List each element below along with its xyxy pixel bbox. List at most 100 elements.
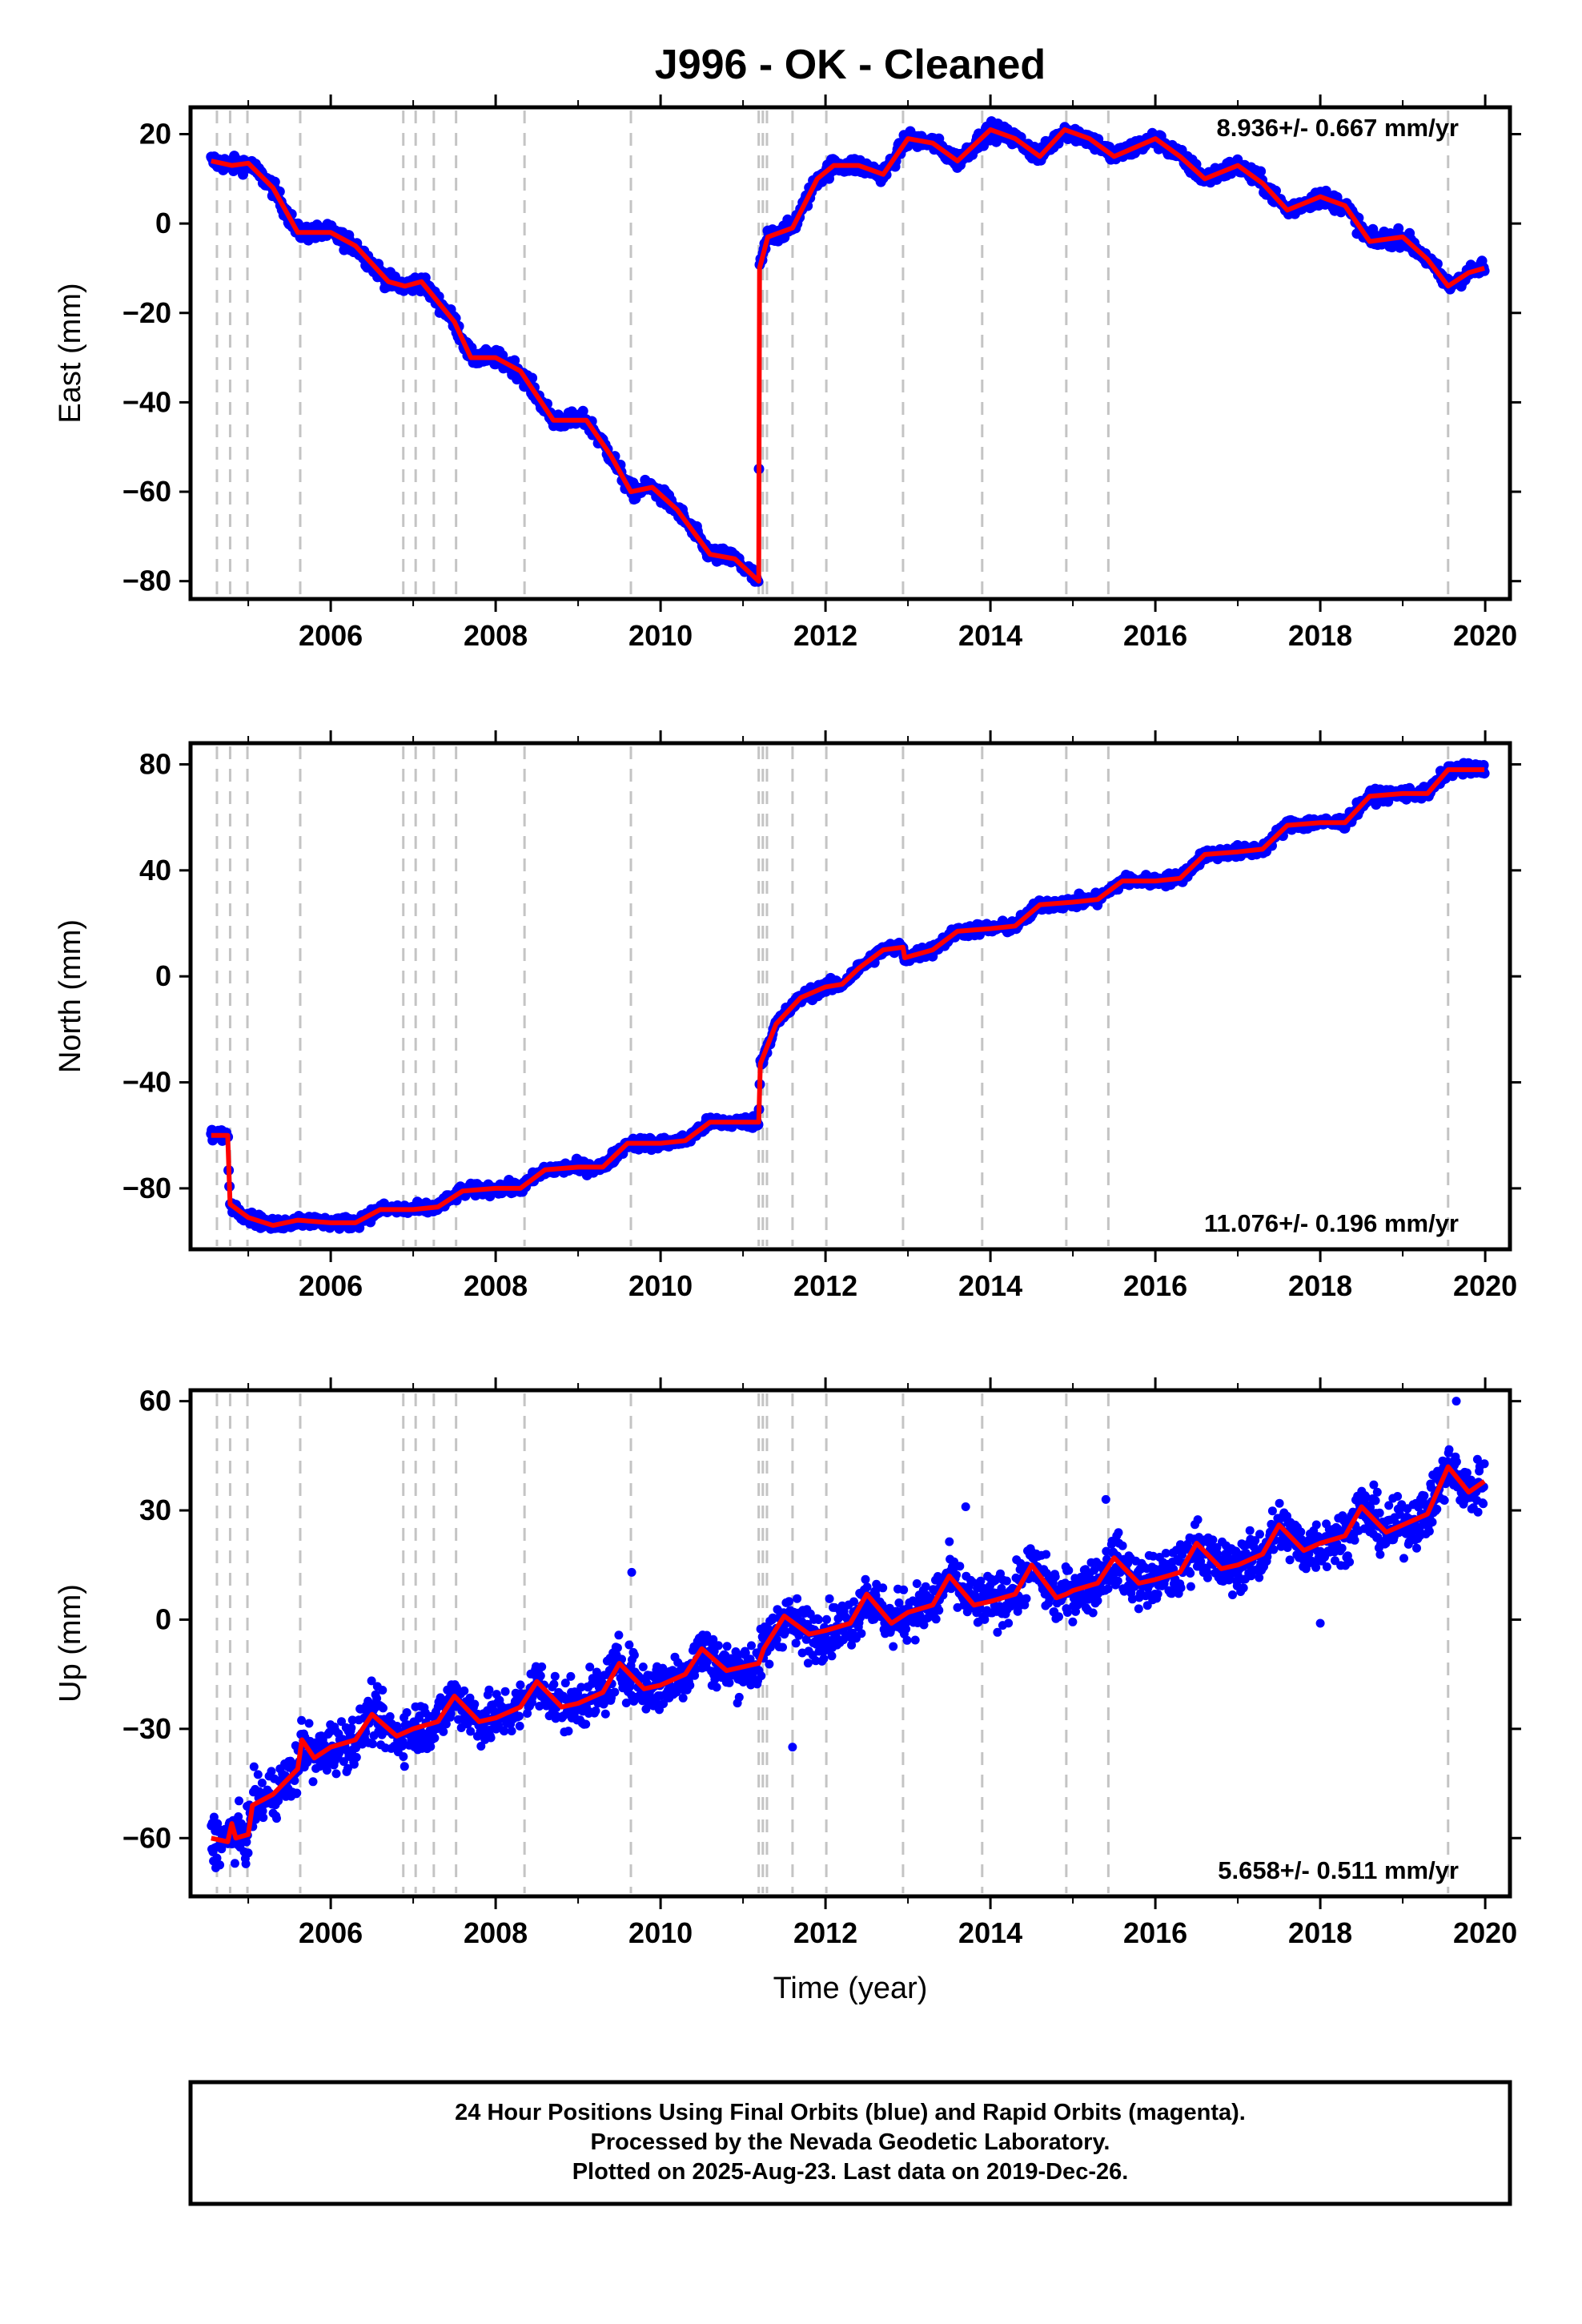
data-points [207, 1397, 1489, 1872]
panel-frame [188, 741, 1512, 1252]
east-panel: 2006 2008 2010 2012 2014 2016 2018 2020200−20−4… [54, 94, 1521, 652]
north-panel: 2006 2008 2010 2012 2014 2016 2018 202080400−40… [54, 730, 1521, 1302]
data-point [235, 1796, 243, 1806]
data-point [921, 1582, 930, 1591]
data-point [1118, 1541, 1127, 1550]
data-point [1062, 1608, 1072, 1617]
x-tick-label: 2014 [958, 619, 1022, 652]
data-point [1042, 1550, 1051, 1559]
data-point [1114, 1528, 1123, 1538]
data-point [560, 1679, 570, 1688]
data-point [781, 1626, 790, 1636]
x-tick-label: 2012 [793, 619, 857, 652]
y-axis-label: East (mm) [54, 283, 87, 423]
data-point [209, 1812, 219, 1822]
data-point [349, 1759, 359, 1769]
data-point [466, 1727, 476, 1736]
data-point [484, 1685, 494, 1695]
data-point [258, 1807, 267, 1815]
data-point [861, 1574, 870, 1584]
plot-area [206, 758, 1490, 1234]
data-point [919, 1620, 929, 1630]
data-point [910, 1635, 920, 1645]
data-point [236, 1819, 246, 1828]
data-point [976, 1576, 986, 1586]
data-point [581, 1719, 591, 1729]
data-point [913, 1599, 923, 1609]
data-point [550, 1671, 560, 1681]
data-point [1071, 1606, 1080, 1616]
data-point [399, 1752, 408, 1761]
data-point [857, 1629, 866, 1638]
rate-label: 11.076+/- 0.196 mm/yr [1204, 1209, 1459, 1237]
x-tick-label: 2020 [1453, 619, 1517, 652]
plot-area [206, 116, 1490, 587]
data-point [1127, 1594, 1137, 1604]
data-point [351, 1752, 361, 1762]
data-point [765, 1659, 774, 1669]
data-point [1064, 1566, 1074, 1575]
x-tick-label: 2020 [1453, 1269, 1517, 1302]
x-tick-label: 2016 [1123, 1269, 1187, 1302]
data-point [878, 1583, 888, 1593]
data-point [439, 1727, 448, 1736]
data-point [931, 1614, 941, 1624]
data-point [899, 1585, 909, 1594]
rate-label: 8.936+/- 0.667 mm/yr [1217, 114, 1459, 142]
data-point [791, 1638, 801, 1648]
data-point [1393, 223, 1404, 234]
data-point [710, 1675, 720, 1684]
data-point [722, 1642, 732, 1651]
data-point [343, 1763, 352, 1773]
data-point [621, 1699, 631, 1707]
data-point [1068, 1617, 1078, 1626]
y-tick-label: 0 [155, 207, 171, 239]
data-point [902, 1635, 912, 1645]
data-point [658, 1663, 668, 1673]
x-tick-label: 2018 [1288, 1269, 1352, 1302]
data-point [638, 1663, 648, 1671]
data-point [535, 1702, 544, 1711]
data-point [385, 1712, 395, 1721]
data-point [847, 1640, 857, 1650]
data-point [470, 1699, 480, 1709]
data-point [476, 1742, 486, 1751]
data-point [952, 1570, 961, 1580]
data-point [272, 1814, 281, 1823]
data-point [1002, 1576, 1011, 1586]
data-point [862, 1582, 872, 1592]
data-point [243, 1848, 253, 1858]
data-point [1022, 1594, 1031, 1603]
y-tick-label: 0 [155, 959, 171, 992]
x-tick-label: 2006 [299, 1269, 363, 1302]
data-point [297, 1715, 307, 1725]
plot-area [207, 1397, 1489, 1872]
data-point [259, 1813, 268, 1823]
data-point [803, 1659, 813, 1668]
data-point [516, 1680, 525, 1690]
data-point [725, 1678, 734, 1687]
data-point [1134, 1604, 1143, 1614]
data-point [785, 1597, 793, 1606]
y-tick-label: −80 [122, 565, 171, 597]
data-point [1113, 1576, 1122, 1586]
data-point [600, 1709, 610, 1719]
x-tick-label: 2006 [299, 619, 363, 652]
data-point [713, 1641, 723, 1651]
data-point [337, 1717, 346, 1727]
data-point [253, 1770, 263, 1779]
data-point [624, 1640, 634, 1650]
x-tick-label: 2010 [628, 619, 693, 652]
data-point [241, 1859, 251, 1868]
data-point [709, 1634, 718, 1644]
data-point [1054, 1612, 1063, 1622]
data-point [1093, 1596, 1102, 1606]
chart-title: J996 - OK - Cleaned [655, 42, 1046, 88]
data-point [1088, 1608, 1098, 1618]
data-point [827, 1651, 837, 1661]
data-point [993, 1627, 1002, 1637]
data-point [212, 1853, 222, 1863]
data-point [509, 355, 520, 366]
data-point [230, 1859, 239, 1868]
data-point [515, 1711, 524, 1721]
